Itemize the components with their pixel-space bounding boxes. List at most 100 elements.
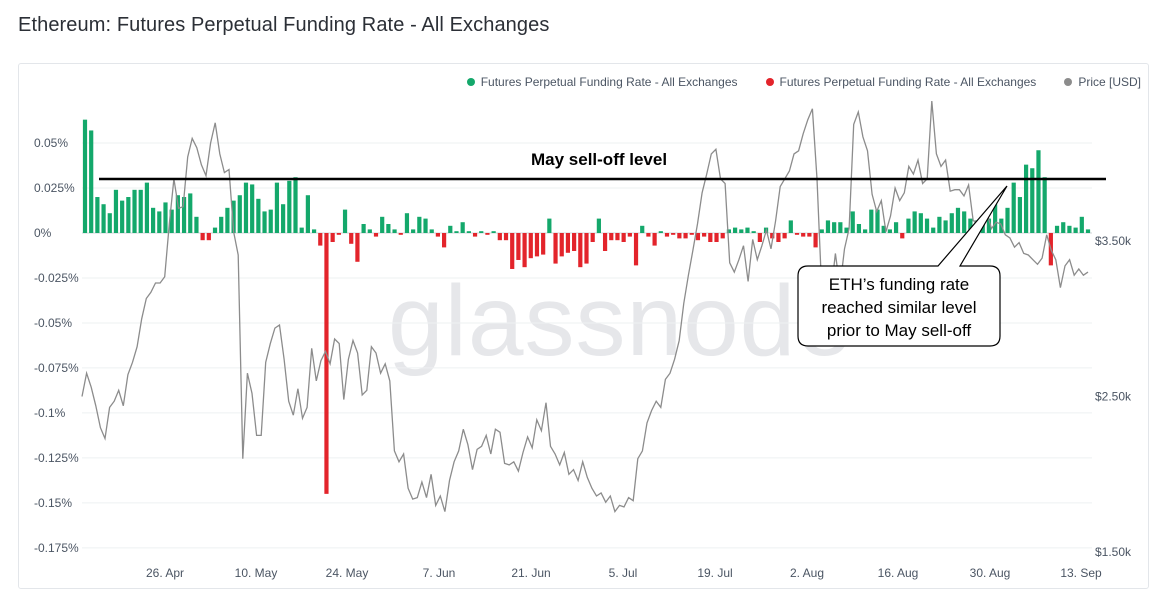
funding-bar-positive	[268, 209, 273, 233]
funding-bar-negative	[522, 233, 527, 268]
funding-bar-positive	[1017, 197, 1022, 233]
funding-bar-negative	[633, 233, 639, 266]
funding-bar-negative	[801, 233, 806, 237]
funding-bar-negative	[652, 233, 657, 246]
right-axis-ticks: $3.50k $2.50k $1.50k	[1095, 234, 1132, 559]
funding-bar-positive	[943, 220, 948, 233]
x-tick-label: 30. Aug	[970, 566, 1011, 580]
funding-bar-positive	[225, 207, 230, 233]
funding-bar-positive	[175, 195, 180, 233]
funding-bar-positive	[361, 224, 366, 233]
y-left-tick-label: -0.1%	[34, 406, 66, 420]
x-axis-ticks: 26. Apr 10. May 24. May 7. Jun 21. Jun 5. Jul…	[146, 566, 1102, 580]
funding-bar-positive	[832, 222, 837, 233]
funding-bar-negative	[534, 233, 540, 257]
funding-bar-negative	[206, 233, 211, 241]
funding-bar-negative	[485, 233, 490, 235]
funding-bar-positive	[962, 211, 967, 233]
legend-item-price[interactable]: Price [USD]	[1064, 75, 1141, 89]
funding-bar-negative	[807, 233, 812, 237]
y-left-tick-label: -0.175%	[34, 541, 79, 555]
y-left-tick-label: -0.125%	[34, 451, 79, 465]
grid-lines	[82, 142, 1092, 549]
funding-bar-positive	[955, 207, 961, 233]
funding-bar-positive	[856, 224, 862, 233]
funding-bar-positive	[1054, 225, 1060, 233]
funding-bar-negative	[757, 233, 762, 242]
x-tick-label: 24. May	[326, 566, 369, 580]
funding-bar-positive	[262, 211, 267, 233]
funding-bar-negative	[472, 233, 478, 237]
funding-bar-positive	[596, 218, 601, 233]
y-left-tick-label: -0.05%	[34, 316, 72, 330]
funding-bar-positive	[138, 189, 143, 233]
funding-bar-positive	[986, 218, 992, 233]
funding-bar-negative	[664, 233, 670, 237]
funding-bar-positive	[305, 195, 310, 233]
legend-item-positive-funding[interactable]: Futures Perpetual Funding Rate - All Exc…	[466, 75, 738, 89]
funding-bar-positive	[751, 231, 756, 233]
funding-bar-positive	[863, 229, 868, 233]
x-tick-label: 13. Sep	[1060, 566, 1102, 580]
funding-bar-negative	[615, 233, 620, 241]
x-tick-label: 2. Aug	[790, 566, 824, 580]
funding-bar-positive	[640, 225, 645, 233]
funding-bar-positive	[126, 197, 131, 233]
funding-bar-negative	[683, 233, 688, 239]
funding-bar-positive	[479, 231, 484, 233]
x-tick-label: 26. Apr	[146, 566, 184, 580]
funding-bar-negative	[621, 233, 626, 242]
funding-bar-positive	[311, 229, 317, 233]
funding-bar-positive	[163, 202, 168, 233]
funding-bar-positive	[132, 189, 137, 233]
funding-bars	[82, 119, 1091, 494]
funding-bar-negative	[671, 233, 676, 235]
funding-bar-positive	[850, 211, 855, 233]
funding-bar-positive	[906, 218, 911, 233]
funding-bar-positive	[739, 229, 744, 233]
funding-bar-positive	[157, 211, 162, 233]
legend-dot-grey	[1064, 78, 1073, 86]
funding-bar-negative	[330, 233, 335, 242]
watermark: glassnode	[388, 265, 853, 377]
funding-bar-positive	[893, 222, 899, 233]
x-tick-label: 10. May	[235, 566, 278, 580]
funding-bar-positive	[949, 213, 954, 233]
funding-bar-negative	[794, 233, 800, 235]
may-selloff-label: May sell-off level	[531, 150, 667, 169]
funding-bar-negative	[559, 233, 564, 257]
y-left-tick-label: -0.075%	[34, 361, 79, 375]
callout-bubble	[797, 185, 1008, 347]
funding-bar-positive	[658, 231, 663, 233]
x-tick-label: 7. Jun	[423, 566, 456, 580]
funding-bar-positive	[256, 198, 261, 233]
callout: ETH’s funding rate reached similar level…	[797, 185, 1008, 347]
funding-bar-positive	[1061, 222, 1066, 233]
funding-bar-positive	[274, 182, 280, 233]
funding-bar-negative	[627, 233, 632, 237]
funding-bar-negative	[646, 233, 651, 237]
x-tick-label: 21. Jun	[511, 566, 550, 580]
funding-bar-negative	[602, 233, 608, 251]
funding-bar-positive	[219, 216, 224, 233]
funding-bar-negative	[714, 233, 719, 242]
funding-bar-positive	[924, 218, 930, 233]
funding-bar-positive	[423, 218, 428, 233]
funding-bar-positive	[89, 130, 94, 233]
funding-bar-positive	[887, 229, 892, 233]
funding-bar-positive	[881, 225, 886, 233]
funding-bar-positive	[838, 222, 843, 233]
funding-bar-positive	[732, 227, 738, 233]
funding-bar-positive	[844, 227, 849, 233]
funding-bar-negative	[441, 233, 447, 248]
funding-bar-positive	[237, 195, 242, 233]
funding-bar-negative	[572, 233, 577, 251]
funding-bar-positive	[454, 231, 459, 233]
funding-bar-positive	[212, 227, 218, 233]
legend-item-negative-funding[interactable]: Futures Perpetual Funding Rate - All Exc…	[765, 75, 1037, 89]
funding-bar-negative	[584, 233, 589, 264]
funding-bar-positive	[120, 200, 125, 233]
callout-line-2: reached similar level	[822, 298, 977, 317]
legend-label-negative: Futures Perpetual Funding Rate - All Exc…	[779, 75, 1037, 89]
funding-bar-positive	[726, 229, 732, 233]
